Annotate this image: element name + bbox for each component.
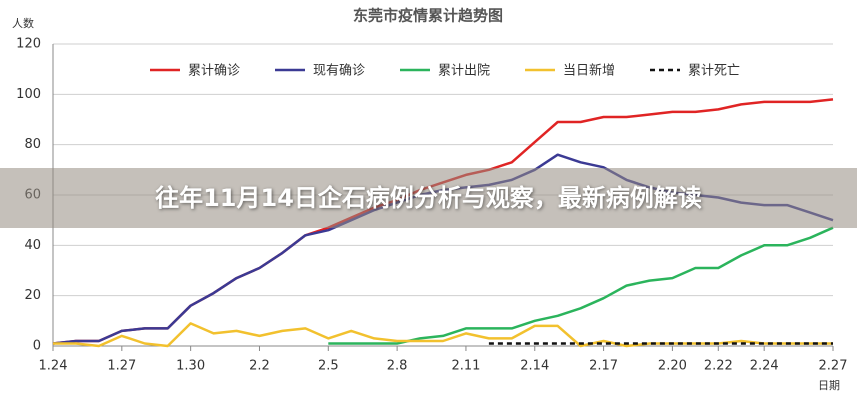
y-tick-label: 80 <box>24 137 41 152</box>
x-tick-label: 2.17 <box>589 359 618 374</box>
y-tick-label: 100 <box>16 87 41 102</box>
y-tick-label: 0 <box>33 339 41 354</box>
y-tick-label: 20 <box>24 288 41 303</box>
x-tick-label: 2.20 <box>658 359 687 374</box>
series-line <box>53 322 833 348</box>
x-tick-label: 1.24 <box>39 359 68 374</box>
x-tick-label: 1.27 <box>107 359 136 374</box>
x-tick-label: 1.30 <box>176 359 205 374</box>
legend-label: 累计确诊 <box>188 64 240 79</box>
x-tick-label: 2.11 <box>451 359 480 374</box>
x-tick-label: 2.27 <box>819 359 848 374</box>
legend-label: 累计出院 <box>438 64 490 79</box>
x-tick-label: 2.14 <box>520 359 549 374</box>
x-tick-label: 2.2 <box>249 359 270 374</box>
legend-label: 现有确诊 <box>313 64 365 79</box>
chart-title: 东莞市疫情累计趋势图 <box>353 7 503 25</box>
x-tick-label: 2.5 <box>318 359 339 374</box>
x-axis-label: 日期 <box>818 379 840 392</box>
x-tick-label: 2.22 <box>704 359 733 374</box>
y-tick-label: 120 <box>16 37 41 52</box>
legend-label: 当日新增 <box>563 63 615 79</box>
y-axis-label: 人数 <box>12 17 34 30</box>
x-tick-label: 2.8 <box>387 359 408 374</box>
y-tick-label: 40 <box>24 238 41 253</box>
banner: 往年11月14日企石病例分析与观察，最新病例解读 <box>0 168 857 228</box>
x-tick-label: 2.24 <box>750 359 779 374</box>
legend-label: 累计死亡 <box>688 64 740 79</box>
